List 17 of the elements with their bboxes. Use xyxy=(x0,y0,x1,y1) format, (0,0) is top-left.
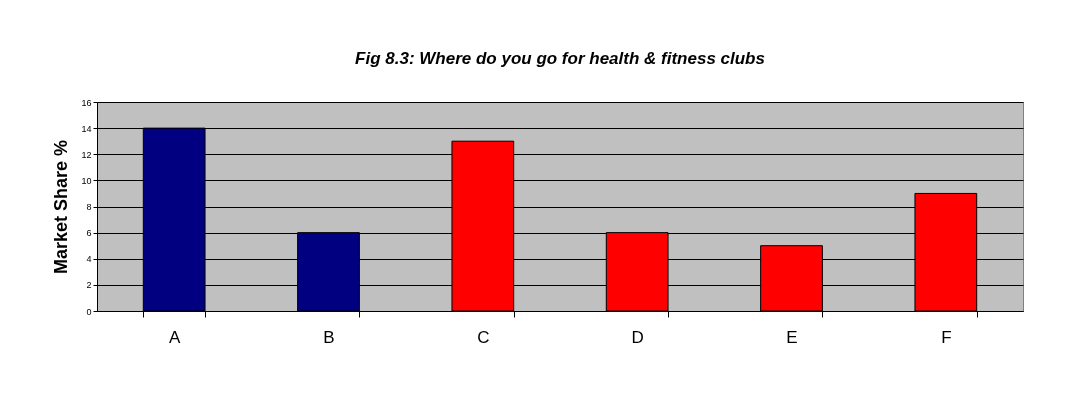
y-axis-title: Market Share % xyxy=(51,139,72,275)
y-tick-label: 16 xyxy=(81,97,92,108)
y-tick-label: 8 xyxy=(86,202,92,212)
y-tick-label: 6 xyxy=(86,228,92,239)
x-tick-label: C xyxy=(477,327,490,347)
y-tick-label: 12 xyxy=(81,149,92,160)
y-tick-label: 14 xyxy=(81,123,92,134)
chart-title: Fig 8.3: Where do you go for health & fitness clubs xyxy=(355,49,765,68)
x-tick-label: B xyxy=(323,327,335,347)
x-tick-label: D xyxy=(631,327,644,347)
y-tick-label: 2 xyxy=(86,280,92,291)
x-tick-label: F xyxy=(941,327,952,347)
x-tick-label: A xyxy=(168,327,181,347)
y-tick-label: 10 xyxy=(81,175,92,186)
y-tick-label: 0 xyxy=(86,306,92,317)
y-tick-label: 4 xyxy=(86,254,92,265)
x-tick-label: E xyxy=(786,327,798,347)
